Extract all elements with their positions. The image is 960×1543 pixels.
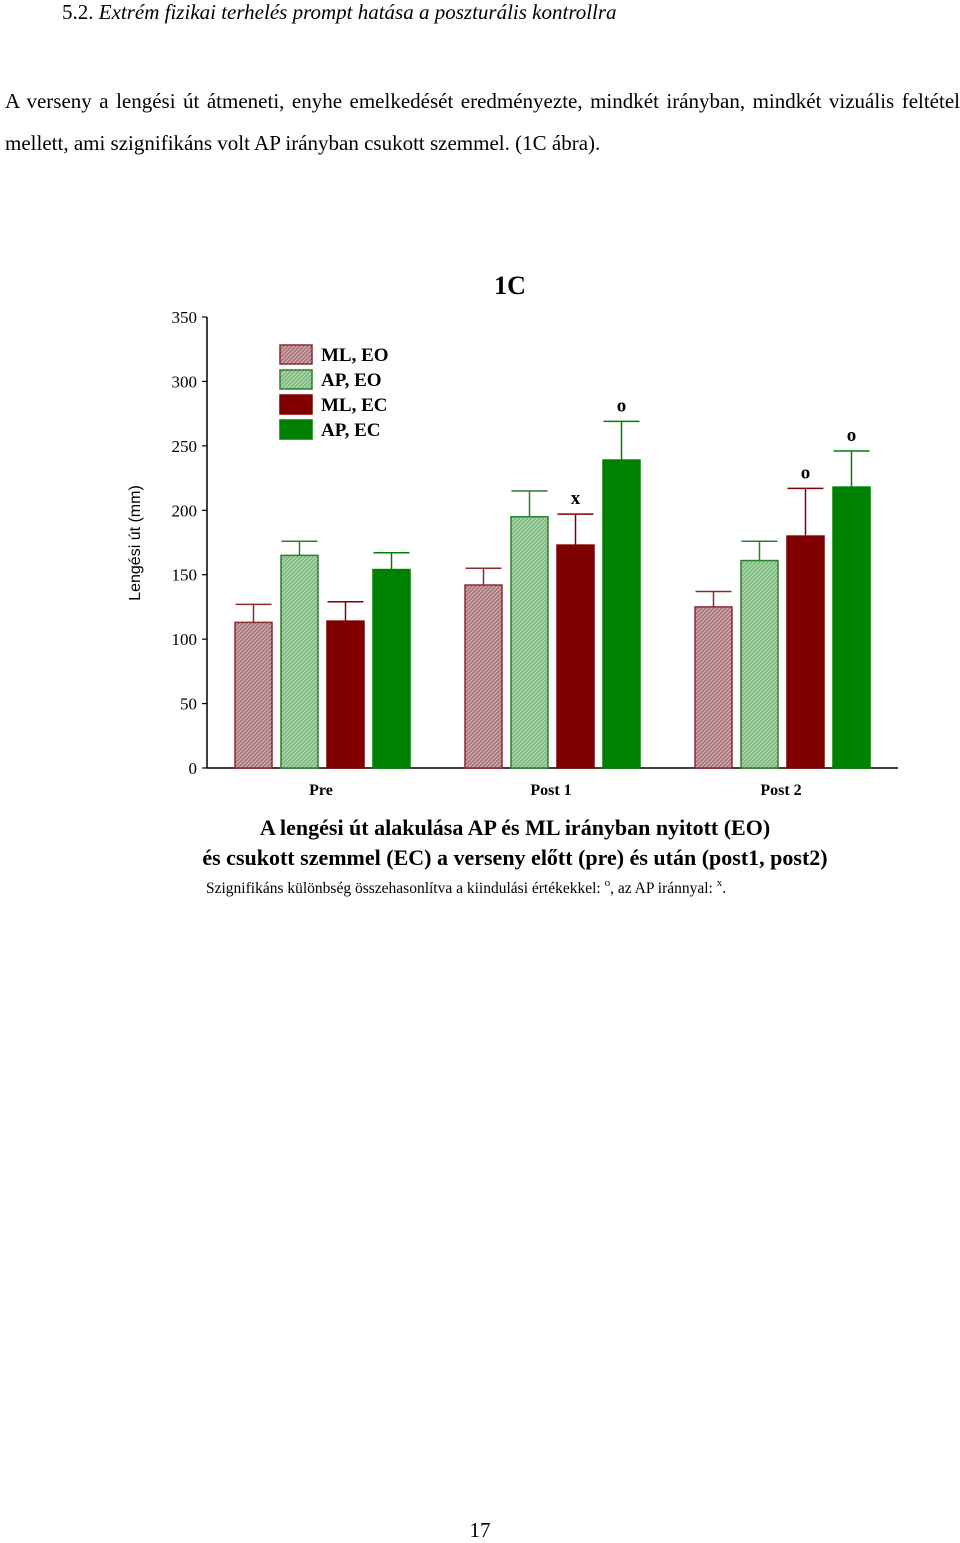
chart-title: 1C <box>494 271 526 300</box>
legend-label: AP, EC <box>321 420 380 441</box>
significance-marker: o <box>847 425 857 446</box>
significance-marker: x <box>571 488 581 509</box>
bar-1-2 <box>464 584 503 769</box>
section-heading: 5.2. Extrém fizikai terhelés prompt hatá… <box>62 0 617 25</box>
bar-4-3 <box>832 486 871 769</box>
body-paragraph: A verseny a lengési út átmeneti, enyhe e… <box>5 89 960 155</box>
y-tick-label: 250 <box>172 437 198 456</box>
y-tick-label: 0 <box>189 759 198 778</box>
legend-swatch <box>279 419 313 440</box>
bar-4-2 <box>602 459 641 769</box>
x-category-label: Post 2 <box>760 782 801 799</box>
bar-1-1 <box>234 621 273 769</box>
x-category-label: Pre <box>309 782 333 799</box>
bar-chart-1c: 1C Lengési út (mm) 0 50 100 150 200 250 300 350 Pr… <box>127 271 898 897</box>
legend-label: ML, EC <box>321 395 388 416</box>
y-axis-label: Lengési út (mm) <box>127 485 144 601</box>
y-tick-label: 100 <box>172 630 198 649</box>
legend-label: ML, EO <box>321 345 389 366</box>
y-tick-label: 200 <box>172 501 198 520</box>
figure-caption-line-1: A lengési út alakulása AP és ML irányban… <box>260 815 770 840</box>
bar-3-2 <box>556 544 595 769</box>
page-number: 17 <box>469 1518 491 1542</box>
y-tick-label: 350 <box>172 308 198 327</box>
figure-caption-line-2: és csukott szemmel (EC) a verseny előtt … <box>202 845 827 870</box>
figure-footnote: Szignifikáns különbség összehasonlítva a… <box>206 877 726 897</box>
section-title: Extrém fizikai terhelés prompt hatása a … <box>98 0 617 24</box>
legend-swatch <box>279 369 313 390</box>
y-tick-label: 50 <box>180 695 197 714</box>
legend-swatch <box>279 344 313 365</box>
bar-2-1 <box>280 554 319 769</box>
y-tick-label: 150 <box>172 566 198 585</box>
legend-label: AP, EO <box>321 370 382 391</box>
bar-2-3 <box>740 559 779 769</box>
y-tick-label: 300 <box>172 372 198 391</box>
legend-swatch <box>279 394 313 415</box>
bar-1-3 <box>694 606 733 769</box>
significance-marker: o <box>617 395 627 416</box>
section-number: 5.2. <box>62 0 94 24</box>
bar-3-1 <box>326 620 365 769</box>
significance-marker: o <box>801 462 811 483</box>
bar-2-2 <box>510 515 549 769</box>
bar-4-1 <box>372 568 411 769</box>
x-category-label: Post 1 <box>530 782 571 799</box>
bar-3-3 <box>786 535 825 769</box>
